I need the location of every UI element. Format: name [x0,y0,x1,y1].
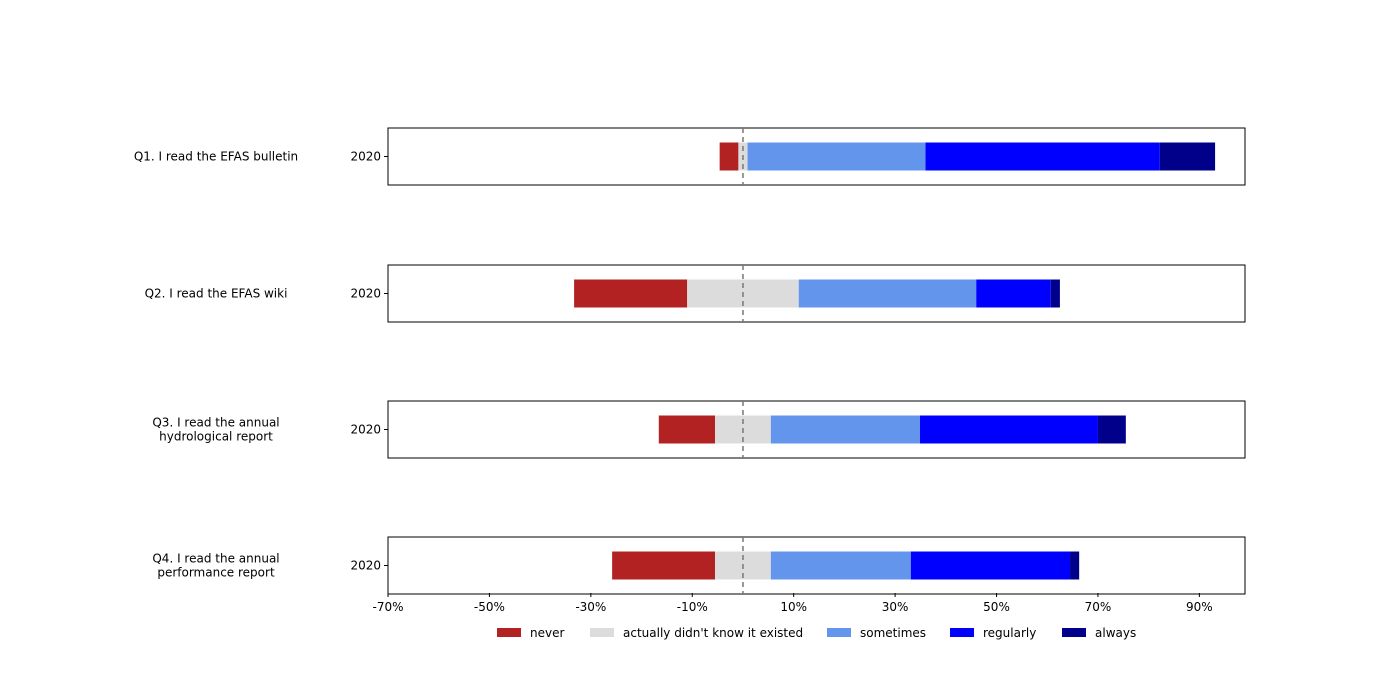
x-tick-label: -50% [474,600,505,614]
x-tick-label: 70% [1085,600,1112,614]
x-tick-label: -30% [575,600,606,614]
x-tick-label: -10% [677,600,708,614]
question-panel-2: 2020 Q2. I read the EFAS wiki [145,264,1246,323]
legend-label: actually didn't know it existed [623,626,803,640]
x-tick-label: -70% [372,600,403,614]
y-tick-label: 2020 [350,559,381,573]
legend: never actually didn't know it existed some… [497,626,1136,640]
y-tick-label: 2020 [350,150,381,164]
legend-swatch [1062,628,1086,637]
legend-swatch [950,628,974,637]
legend-label: regularly [983,626,1036,640]
bar-segment-never [612,551,716,580]
y-tick-label: 2020 [350,287,381,301]
bar-segment-never [574,279,688,308]
legend-swatch [497,628,521,637]
legend-swatch [590,628,614,637]
bar-segment-sometimes [770,415,920,444]
y-tick-label: 2020 [350,423,381,437]
bar-segment-always [1097,415,1126,444]
question-label: Q3. I read the annual [152,416,279,430]
bar-segment-regularly [910,551,1071,580]
bar-segment-always [1050,279,1060,308]
question-label: performance report [157,566,275,580]
bar-segment-sometimes [770,551,911,580]
question-label: hydrological report [159,430,273,444]
x-tick-label: 50% [983,600,1010,614]
bar-segment-regularly [919,415,1098,444]
legend-swatch [827,628,851,637]
x-tick-label: 90% [1186,600,1213,614]
x-tick-label: 10% [780,600,807,614]
bar-segment-regularly [976,279,1051,308]
bar-segment-regularly [925,142,1160,171]
bar-segment-never [658,415,716,444]
bar-segment-sometimes [747,142,926,171]
bar-segment-sometimes [798,279,977,308]
question-panel-1: 2020 Q1. I read the EFAS bulletin [134,127,1246,186]
bar-segment-never [719,142,739,171]
bar-segment-always [1159,142,1216,171]
legend-label: never [530,626,564,640]
question-label: Q4. I read the annual [152,552,279,566]
x-tick-label: 30% [882,600,909,614]
question-label: Q1. I read the EFAS bulletin [134,150,298,164]
bar-segment-always [1070,551,1080,580]
question-label: Q2. I read the EFAS wiki [145,287,288,301]
legend-label: sometimes [860,626,926,640]
legend-label: always [1095,626,1136,640]
